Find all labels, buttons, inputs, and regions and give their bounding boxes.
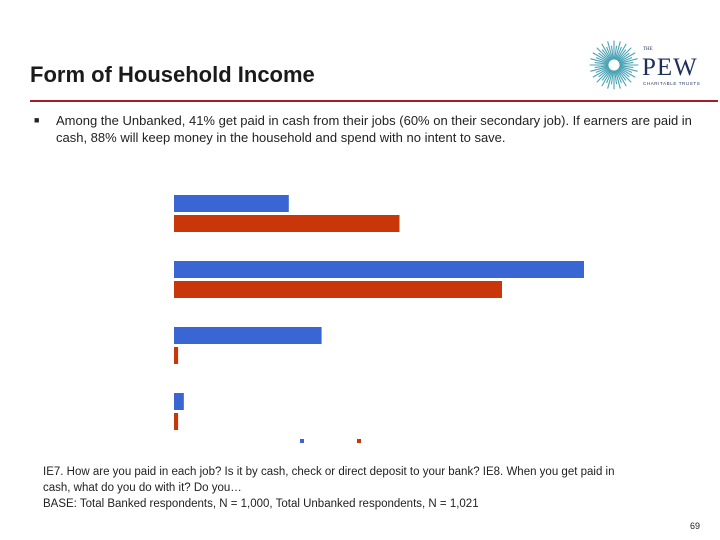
sunburst-ray: [596, 47, 611, 62]
sunburst-ray: [614, 45, 618, 60]
chart-bars: [174, 195, 584, 430]
sunburst-ray: [619, 58, 638, 64]
sunburst-ray: [595, 57, 610, 64]
bar-series-2: [174, 281, 502, 298]
sunburst-ray: [598, 52, 610, 62]
sunburst-ray: [607, 70, 613, 89]
sunburst-ray: [617, 68, 632, 83]
logo-sub-text: CHARITABLE TRUSTS: [643, 81, 700, 86]
sunburst-ray: [616, 43, 627, 61]
bar-series-1: [174, 261, 584, 278]
sunburst-ray: [619, 66, 638, 72]
sunburst-ray: [606, 46, 613, 61]
legend-swatch: [300, 439, 304, 443]
sunburst-ray: [590, 66, 609, 72]
sunburst-ray: [618, 66, 633, 73]
sunburst-ray: [598, 68, 610, 78]
sunburst-ray: [601, 69, 611, 81]
sunburst-ray: [615, 70, 621, 89]
sunburst-ray: [618, 57, 633, 64]
sunburst-ray: [616, 69, 627, 87]
sunburst-ray: [614, 70, 618, 85]
sunburst-ray: [618, 52, 636, 63]
sunburst-ray: [610, 45, 614, 60]
sunburst-ray: [618, 67, 636, 78]
sunburst-ray: [610, 70, 614, 85]
page-number: 69: [690, 521, 701, 531]
legend-swatch: [357, 439, 361, 443]
chart-legend: [300, 439, 361, 443]
bar-series-1: [174, 195, 289, 212]
sunburst-ray: [601, 43, 612, 61]
sunburst-ray: [618, 68, 630, 78]
sunburst-ray: [590, 58, 609, 64]
slide-title: Form of Household Income: [30, 62, 315, 87]
footnote-line: BASE: Total Banked respondents, N = 1,00…: [43, 498, 479, 510]
sunburst-ray: [596, 68, 611, 83]
pew-logo: THE PEW CHARITABLE TRUSTS: [589, 40, 700, 90]
sunburst-ray: [617, 49, 627, 61]
sunburst-icon: [589, 40, 639, 90]
sunburst-ray: [592, 52, 610, 63]
footnote-line: cash, what do you do with it? Do you…: [43, 482, 242, 494]
bar-series-2: [174, 413, 179, 430]
bar-series-2: [174, 347, 179, 364]
bullet-point: ■ Among the Unbanked, 41% get paid in ca…: [34, 112, 694, 146]
bar-chart: [174, 195, 584, 443]
sunburst-ray: [615, 41, 621, 60]
bullet-text: Among the Unbanked, 41% get paid in cash…: [56, 113, 692, 145]
footnote-line: IE7. How are you paid in each job? Is it…: [43, 466, 615, 478]
bullet-square-icon: ■: [34, 115, 40, 125]
sunburst-ray: [606, 69, 613, 84]
sunburst-ray: [615, 69, 622, 84]
footnote: IE7. How are you paid in each job? Is it…: [43, 464, 683, 512]
sunburst-ray: [594, 61, 609, 65]
sunburst-ray: [601, 69, 612, 87]
sunburst-ray: [595, 66, 610, 73]
sunburst-ray: [617, 47, 632, 62]
sunburst-ray: [592, 67, 610, 78]
sunburst-ray: [615, 46, 622, 61]
bar-series-2: [174, 215, 400, 232]
title-rule: [30, 100, 718, 102]
sunburst-ray: [618, 52, 630, 62]
logo-name: PEW: [642, 54, 698, 81]
sunburst-ray: [607, 41, 613, 60]
bar-series-1: [174, 393, 184, 410]
sunburst-ray: [601, 49, 611, 61]
logo-small-text: THE: [643, 47, 653, 52]
sunburst-ray: [619, 61, 634, 65]
sunburst-ray: [594, 65, 609, 69]
sunburst-ray: [617, 69, 627, 81]
bar-series-1: [174, 327, 322, 344]
sunburst-ray: [619, 65, 634, 69]
